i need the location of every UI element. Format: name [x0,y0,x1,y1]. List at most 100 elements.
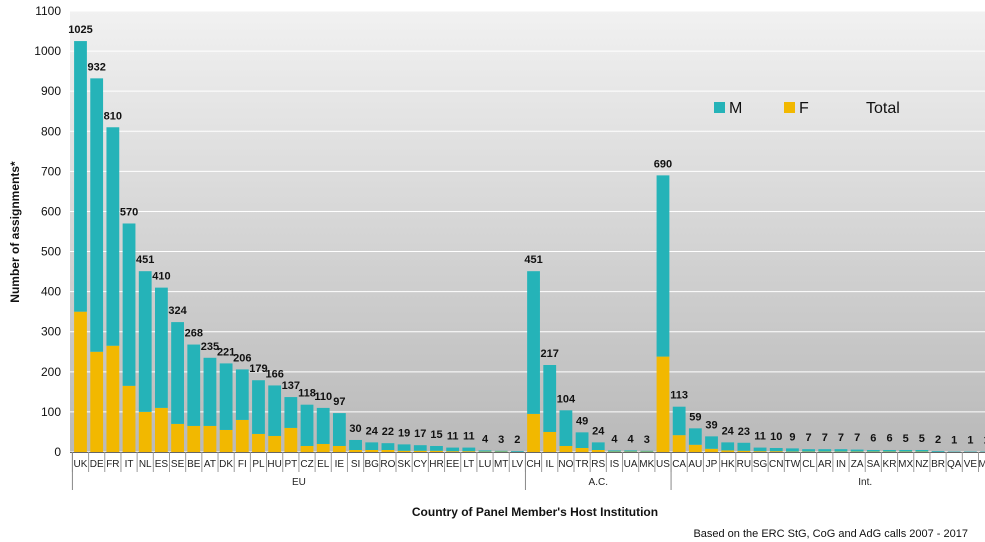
bar-f-si [349,449,362,452]
bar-f-it [122,385,136,452]
bar-f-ru [737,450,751,452]
data-labels: 1025932810570451410324268235221206179166… [68,24,985,447]
legend-swatch-m [714,102,725,113]
total-label-il: 217 [541,348,559,360]
total-label-rs: 24 [592,425,605,437]
total-label-mk: 3 [644,434,650,446]
bar-m-el [316,407,330,444]
total-label-kr: 6 [886,433,892,445]
bar-f-ee [446,451,460,452]
bar-m-fi [235,369,249,420]
x-tick-label: AU [688,459,702,470]
bar-f-hu [268,435,282,452]
bar-m-mt [494,450,508,452]
total-label-us: 690 [654,158,672,170]
x-tick-label: AR [818,459,832,470]
total-label-hu: 166 [265,368,283,380]
bar-m-kr [883,449,896,452]
y-tick-label: 1100 [35,4,61,18]
bar-m-es [155,287,168,408]
total-label-sk: 19 [398,427,410,439]
bar-f-cz [300,445,314,452]
bar-f-us [656,356,670,452]
bar-m-tw [786,448,799,452]
x-tick-label: ES [155,459,169,470]
x-tick-label: RU [737,459,751,470]
total-label-jp: 39 [705,419,717,431]
bar-f-hk [721,450,735,452]
x-tick-label: LT [463,459,474,470]
x-tick-label: IS [610,459,620,470]
bar-f-be [187,425,201,452]
bar-m-in [834,449,848,452]
bar-m-ua [624,450,638,452]
bar-m-za [850,449,864,452]
total-label-in: 7 [838,432,844,444]
bar-m-lv [510,451,524,452]
total-label-tr: 49 [576,415,588,427]
x-axis-title: Country of Panel Member's Host Instituti… [412,505,658,519]
bar-m-is [608,450,621,452]
bar-m-tr [575,432,589,448]
total-label-ve: 1 [967,435,973,447]
x-tick-label: IE [335,459,345,470]
total-label-de: 932 [88,61,106,73]
legend-label-m: M [729,100,742,117]
total-label-si: 30 [349,423,361,435]
x-tick-label: EE [446,459,460,470]
bar-f-pt [284,427,298,452]
bar-m-pt [284,397,298,428]
total-label-pl: 179 [249,363,267,375]
bar-f-uk [74,311,87,452]
bar-m-cz [300,404,314,446]
total-label-se: 324 [168,305,187,317]
total-label-el: 110 [314,391,332,403]
y-axis-ticks: 0 100 200 300 400 500 600 700 800 900 1000 1100 [34,4,61,459]
bar-m-br [931,451,945,452]
bar-m-ee [446,447,460,452]
x-tick-label: IT [125,459,134,470]
y-tick-label: 500 [41,245,61,259]
total-label-is: 4 [611,433,618,445]
x-tick-label: UK [74,459,88,470]
bar-m-mx [899,449,913,452]
x-tick-label: MO [979,459,985,470]
total-label-dk: 221 [217,346,235,358]
x-tick-label: SI [351,459,360,470]
x-tick-label: LV [512,459,524,470]
x-tick-label: KR [883,459,897,470]
bar-m-fr [106,127,120,346]
bar-m-se [171,322,184,424]
bar-m-at [203,357,217,426]
y-tick-label: 400 [41,285,61,299]
bar-f-rs [591,449,605,452]
bar-m-de [90,78,104,352]
bar-m-nz [915,449,929,452]
x-tick-label: CN [769,459,783,470]
total-label-be: 268 [185,328,203,340]
x-tick-label: VE [964,459,978,470]
bar-f-cy [413,450,427,452]
x-tick-label: NZ [915,459,928,470]
x-tick-label: LU [479,459,492,470]
bar-f-lt [462,451,476,452]
legend-swatch-f [784,102,795,113]
total-label-sg: 11 [754,431,766,443]
total-label-tw: 9 [789,431,795,443]
total-label-mx: 5 [903,433,909,445]
total-label-lt: 11 [463,431,475,443]
x-tick-label: IN [836,459,846,470]
bar-m-be [187,344,201,426]
y-tick-label: 800 [41,124,61,138]
y-tick-label: 700 [41,164,61,178]
bars [74,41,985,452]
group-label-2: Int. [858,477,872,488]
bar-f-hr [430,450,443,452]
x-tick-label: NO [558,459,573,470]
total-label-fi: 206 [233,352,251,364]
x-tick-label: CL [802,459,815,470]
total-label-qa: 1 [951,435,957,447]
bar-m-cl [802,449,815,452]
x-tick-label: DE [90,459,104,470]
bar-f-fi [235,419,249,452]
